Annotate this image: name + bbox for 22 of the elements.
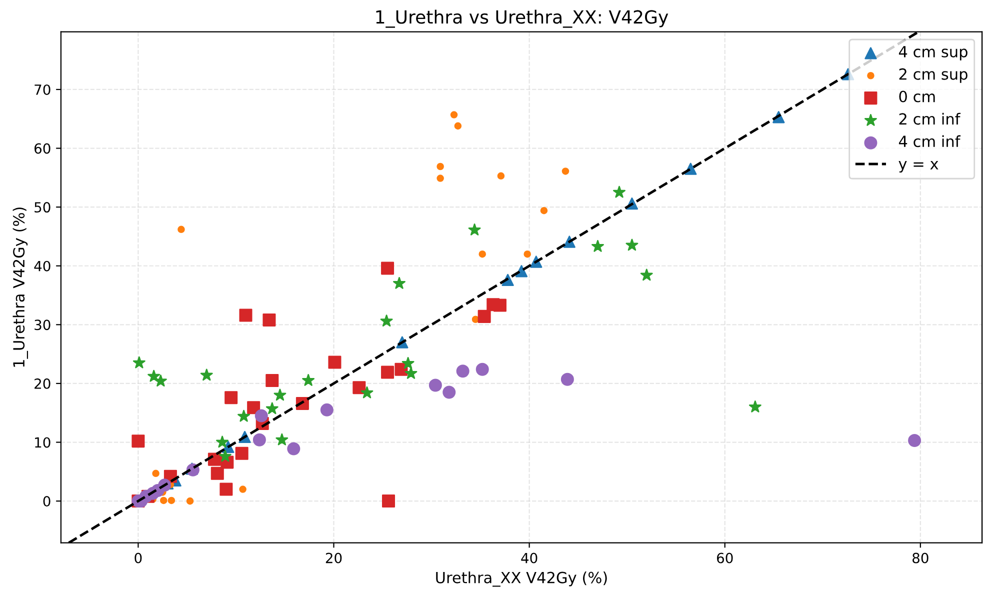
x-tick-label: 0 bbox=[134, 552, 142, 564]
y-tick-label: 10 bbox=[35, 437, 50, 448]
y-tick-label: 50 bbox=[34, 202, 50, 213]
legend-label: y = x bbox=[898, 160, 938, 173]
legend-label: 4 cm sup bbox=[898, 46, 968, 60]
x-tick-label: 20 bbox=[326, 552, 342, 564]
y-tick-label: 0 bbox=[43, 496, 50, 507]
legend-label: 4 cm inf bbox=[898, 135, 961, 148]
y-tick-label: 40 bbox=[34, 260, 50, 272]
y-tick-label: 20 bbox=[34, 378, 50, 389]
legend-label: 2 cm inf bbox=[899, 112, 961, 125]
y-tick-label: 30 bbox=[34, 320, 50, 330]
chart-title: 1_Urethra vs Urethra_XX: V42Gy bbox=[376, 10, 668, 28]
x-axis-title: Urethra_XX V42Gy (%) bbox=[436, 572, 607, 587]
x-tick-label: 40 bbox=[521, 552, 538, 564]
y-tick-label: 60 bbox=[34, 143, 50, 154]
y-axis-title: 1_Urethra V42Gy (%) bbox=[12, 208, 28, 367]
legend-label: 2 cm sup bbox=[899, 68, 968, 83]
y-tick-label: 70 bbox=[34, 84, 50, 95]
x-tick-label: 80 bbox=[912, 552, 928, 564]
x-tick-label: 60 bbox=[716, 552, 733, 564]
legend-label: 0 cm bbox=[899, 90, 935, 102]
